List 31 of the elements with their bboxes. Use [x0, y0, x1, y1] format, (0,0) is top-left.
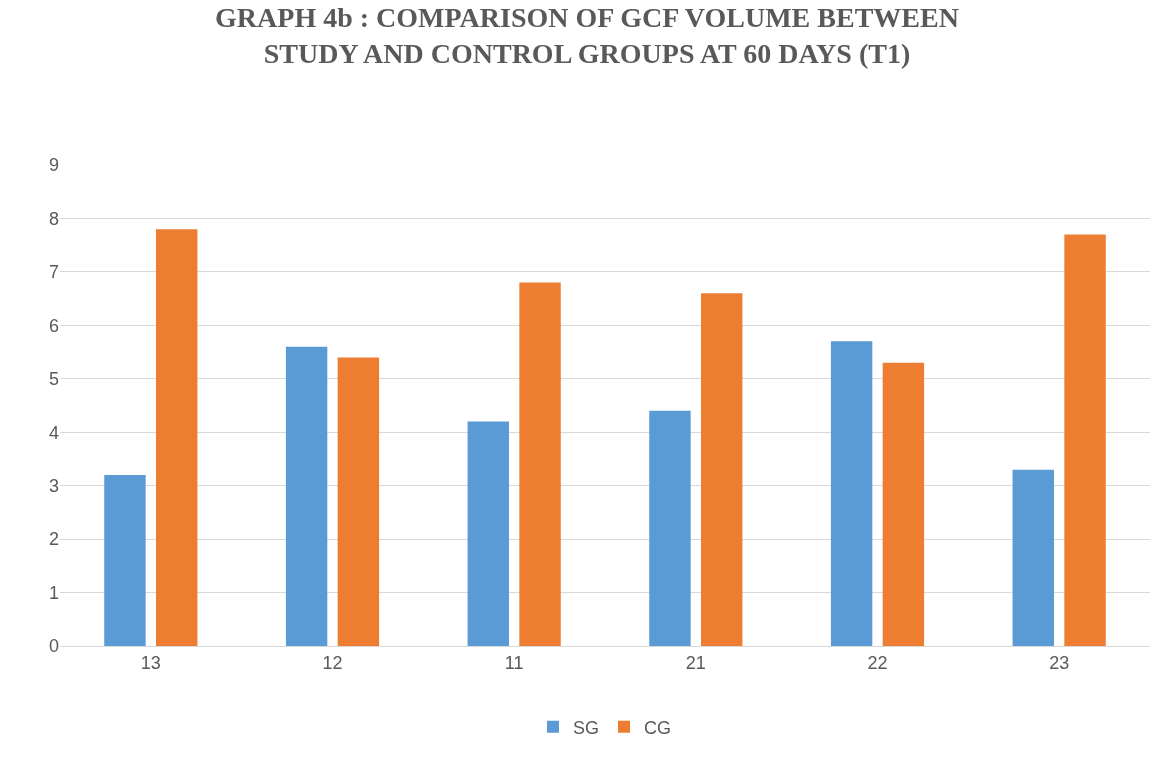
legend-label: CG — [644, 717, 672, 738]
y-tick-label: 1 — [48, 582, 59, 603]
y-tick-label: 6 — [48, 315, 59, 336]
y-tick-label: 8 — [48, 208, 59, 229]
x-tick-label: 13 — [140, 652, 161, 673]
legend-label: SG — [573, 717, 600, 738]
bar — [701, 293, 743, 646]
bar — [649, 410, 691, 646]
y-tick-label: 5 — [48, 369, 59, 390]
bar — [1064, 234, 1106, 646]
bar — [519, 282, 561, 646]
bar — [882, 362, 925, 646]
y-tick-label: 2 — [48, 529, 59, 550]
x-tick-label: 22 — [867, 652, 888, 673]
chart-title: GRAPH 4b : COMPARISON OF GCF VOLUME BETWEEN STUDY AND CONTROL GROUPS AT 60 DAYS (T1) — [215, 1, 959, 70]
y-tick-label: 7 — [48, 262, 59, 283]
bar — [1012, 469, 1054, 646]
y-tick-label: 9 — [48, 155, 59, 176]
bar — [337, 357, 380, 646]
x-tick-label: 23 — [1049, 652, 1070, 673]
y-tick-label: 4 — [48, 422, 59, 443]
x-tick-label: 12 — [322, 652, 343, 673]
x-tick-label: 21 — [685, 652, 706, 673]
bar — [285, 346, 328, 646]
bar — [156, 229, 198, 646]
y-tick-label: 3 — [48, 475, 59, 496]
x-tick-label: 11 — [504, 652, 524, 673]
y-tick-label: 0 — [48, 636, 59, 657]
bar — [467, 421, 509, 646]
bar — [830, 341, 873, 646]
bar — [104, 474, 146, 646]
